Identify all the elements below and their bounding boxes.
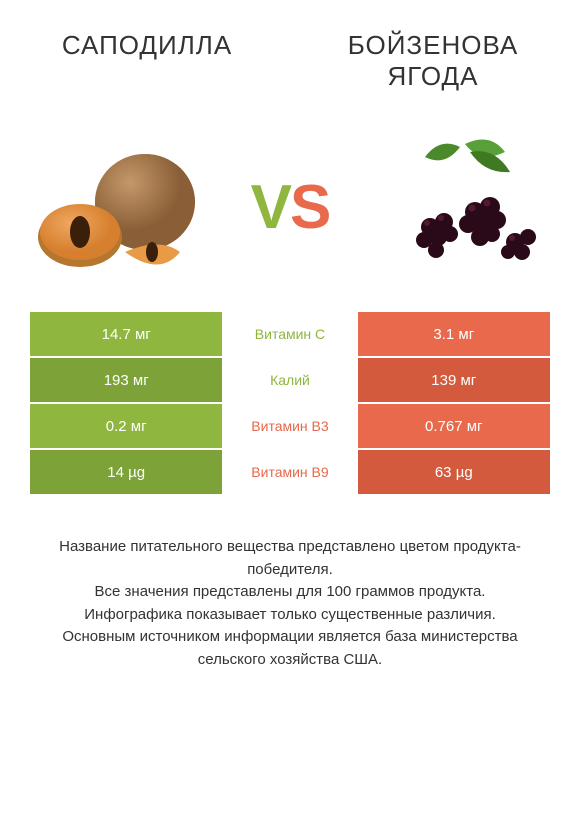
hero-row: VS bbox=[0, 92, 580, 312]
footer-notes: Название питательного вещества представл… bbox=[0, 496, 580, 671]
cell-right-value: 0.767 мг bbox=[358, 404, 550, 448]
cell-right-value: 3.1 мг bbox=[358, 312, 550, 356]
table-row: 193 мгКалий139 мг bbox=[30, 358, 550, 402]
cell-right-value: 63 µg bbox=[358, 450, 550, 494]
table-row: 14.7 мгВитамин C3.1 мг bbox=[30, 312, 550, 356]
cell-left-value: 14 µg bbox=[30, 450, 222, 494]
cell-nutrient-name: Витамин C bbox=[222, 312, 357, 356]
title-left: САПОДИЛЛА bbox=[30, 30, 264, 92]
footer-line: Основным источником информации является … bbox=[30, 626, 550, 671]
footer-line: Все значения представлены для 100 граммо… bbox=[30, 581, 550, 604]
cell-left-value: 14.7 мг bbox=[30, 312, 222, 356]
cell-left-value: 193 мг bbox=[30, 358, 222, 402]
cell-right-value: 139 мг bbox=[358, 358, 550, 402]
title-right: БОЙЗЕНОВА ЯГОДА bbox=[316, 30, 550, 92]
cell-left-value: 0.2 мг bbox=[30, 404, 222, 448]
footer-line: Инфографика показывает только существенн… bbox=[30, 604, 550, 627]
table-row: 14 µgВитамин B963 µg bbox=[30, 450, 550, 494]
cell-nutrient-name: Калий bbox=[222, 358, 357, 402]
table-row: 0.2 мгВитамин B30.767 мг bbox=[30, 404, 550, 448]
comparison-table: 14.7 мгВитамин C3.1 мг193 мгКалий139 мг0… bbox=[0, 312, 580, 494]
cell-nutrient-name: Витамин B9 bbox=[222, 450, 357, 494]
boysenberry-image bbox=[370, 132, 550, 282]
sapodilla-image bbox=[30, 132, 210, 282]
vs-s: S bbox=[290, 172, 329, 243]
cell-nutrient-name: Витамин B3 bbox=[222, 404, 357, 448]
vs-label: VS bbox=[251, 172, 330, 243]
footer-line: Название питательного вещества представл… bbox=[30, 536, 550, 581]
vs-v: V bbox=[251, 172, 290, 243]
